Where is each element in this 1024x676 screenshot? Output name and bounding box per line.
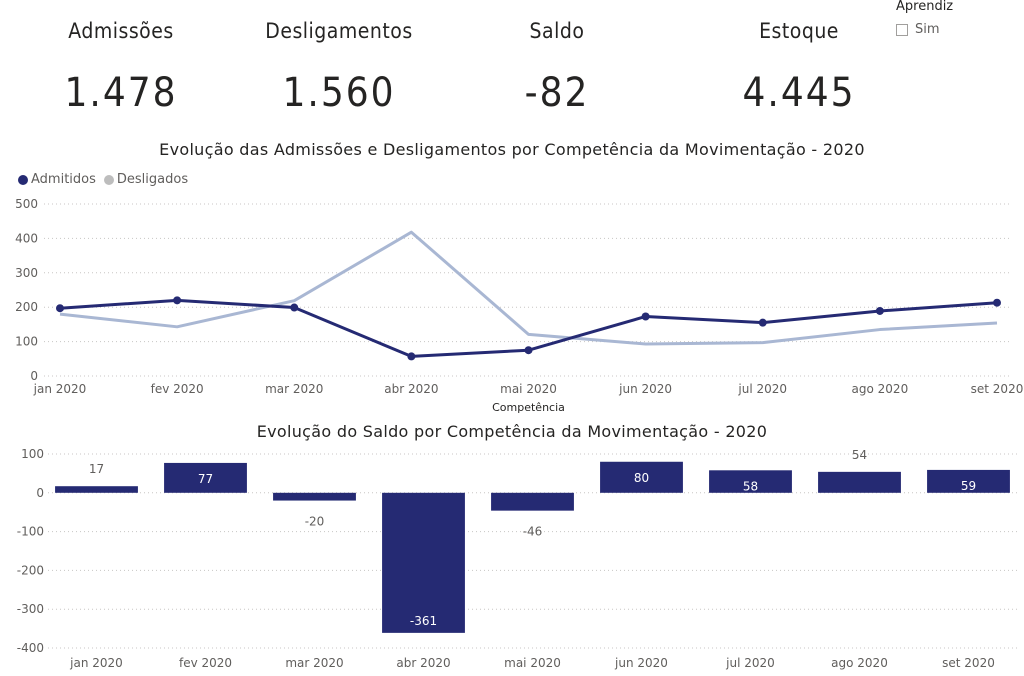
aprendiz-slicer: Aprendiz Sim bbox=[896, 0, 953, 37]
slicer-option-sim[interactable]: Sim bbox=[896, 22, 953, 37]
kpi-label: Saldo bbox=[529, 19, 585, 43]
kpi-label: Estoque bbox=[759, 19, 839, 43]
kpi-value: 4.445 bbox=[742, 70, 856, 116]
y-tick-label: 0 bbox=[30, 369, 38, 383]
kpi-saldo: Saldo -82 bbox=[447, 14, 667, 116]
legend-label: Desligados bbox=[116, 172, 189, 187]
data-label: -361 bbox=[410, 614, 437, 628]
y-tick-label: 100 bbox=[21, 447, 44, 461]
legend-marker-desligados bbox=[103, 174, 114, 185]
data-point-admitidos bbox=[758, 318, 767, 327]
data-point-admitidos bbox=[407, 352, 416, 361]
bar bbox=[709, 470, 792, 493]
data-label: 54 bbox=[852, 448, 867, 462]
data-point-admitidos bbox=[56, 304, 64, 313]
bar bbox=[55, 486, 138, 493]
x-tick-label: jan 2020 bbox=[69, 656, 123, 670]
line-chart-title: Evolução das Admissões e Desligamentos p… bbox=[159, 140, 865, 159]
y-tick-label: 400 bbox=[15, 231, 38, 245]
x-tick-label: jan 2020 bbox=[33, 382, 87, 396]
data-point-admitidos bbox=[290, 303, 299, 312]
checkbox[interactable] bbox=[896, 23, 908, 36]
slicer-title: Aprendiz bbox=[896, 0, 954, 14]
x-tick-label: jul 2020 bbox=[725, 656, 775, 670]
data-label: -46 bbox=[523, 525, 543, 539]
bar-chart-title: Evolução do Saldo por Competência da Mov… bbox=[256, 422, 768, 441]
y-tick-label: 500 bbox=[15, 197, 38, 211]
data-point-admitidos bbox=[173, 296, 182, 305]
x-axis-title: Competência bbox=[492, 401, 565, 414]
bar bbox=[491, 492, 574, 511]
bar bbox=[273, 492, 356, 501]
kpi-label: Admissões bbox=[68, 19, 174, 43]
line-chart: 0 100 200 300 400 500 jan 2020 fev 2020 mar 2020… bbox=[15, 197, 1024, 414]
y-tick-label: 200 bbox=[15, 300, 38, 314]
x-tick-label: mai 2020 bbox=[504, 656, 561, 670]
x-tick-label: abr 2020 bbox=[396, 656, 450, 670]
x-tick-label: ago 2020 bbox=[852, 382, 909, 396]
y-tick-label: -300 bbox=[17, 602, 44, 616]
x-tick-label: mai 2020 bbox=[500, 382, 557, 396]
x-tick-label: fev 2020 bbox=[151, 382, 204, 396]
x-tick-label: abr 2020 bbox=[384, 382, 438, 396]
data-point-admitidos bbox=[993, 298, 1001, 307]
y-tick-label: 300 bbox=[15, 266, 38, 280]
kpi-admissoes: Admissões 1.478 bbox=[11, 14, 231, 116]
slicer-option-label: Sim bbox=[915, 22, 940, 37]
data-point-admitidos bbox=[875, 306, 884, 315]
data-label: 80 bbox=[634, 471, 649, 485]
y-tick-label: 100 bbox=[15, 335, 38, 349]
bar bbox=[927, 469, 1010, 493]
x-tick-label: fev 2020 bbox=[179, 656, 232, 670]
legend-marker-admitidos bbox=[18, 174, 28, 185]
kpi-value: 1.560 bbox=[282, 70, 396, 116]
data-label: 59 bbox=[961, 479, 976, 493]
data-point-admitidos bbox=[524, 346, 533, 355]
legend-item-desligados[interactable]: Desligados bbox=[103, 172, 189, 187]
x-tick-label: mar 2020 bbox=[265, 382, 323, 396]
series-line-desligados bbox=[59, 230, 998, 346]
bar bbox=[164, 462, 247, 493]
kpi-value: 1.478 bbox=[64, 70, 178, 116]
kpi-label: Desligamentos bbox=[265, 19, 413, 43]
data-label: -20 bbox=[305, 515, 325, 529]
data-label: 77 bbox=[198, 472, 213, 486]
legend-item-admitidos[interactable]: Admitidos bbox=[18, 172, 96, 187]
legend-label: Admitidos bbox=[31, 172, 96, 187]
x-tick-label: ago 2020 bbox=[831, 656, 888, 670]
y-tick-label: -200 bbox=[17, 563, 44, 577]
x-tick-label: jul 2020 bbox=[737, 382, 787, 396]
x-tick-label: set 2020 bbox=[971, 382, 1024, 396]
kpi-desligamentos: Desligamentos 1.560 bbox=[229, 14, 449, 116]
y-tick-label: -400 bbox=[17, 641, 44, 655]
y-tick-label: -100 bbox=[17, 525, 44, 539]
line-chart-legend: Admitidos Desligados bbox=[18, 172, 188, 187]
x-tick-label: set 2020 bbox=[942, 656, 995, 670]
kpi-value: -82 bbox=[524, 70, 590, 116]
x-tick-label: jun 2020 bbox=[618, 382, 672, 396]
data-point-admitidos bbox=[641, 312, 650, 321]
bar bbox=[600, 461, 683, 493]
y-tick-label: 0 bbox=[36, 486, 44, 500]
x-tick-label: mar 2020 bbox=[285, 656, 343, 670]
data-label: 17 bbox=[89, 462, 104, 476]
bar bbox=[818, 471, 901, 493]
data-label: 58 bbox=[743, 479, 758, 493]
kpi-estoque: Estoque 4.445 bbox=[689, 14, 909, 116]
x-tick-label: jun 2020 bbox=[614, 656, 668, 670]
bar bbox=[382, 492, 465, 633]
